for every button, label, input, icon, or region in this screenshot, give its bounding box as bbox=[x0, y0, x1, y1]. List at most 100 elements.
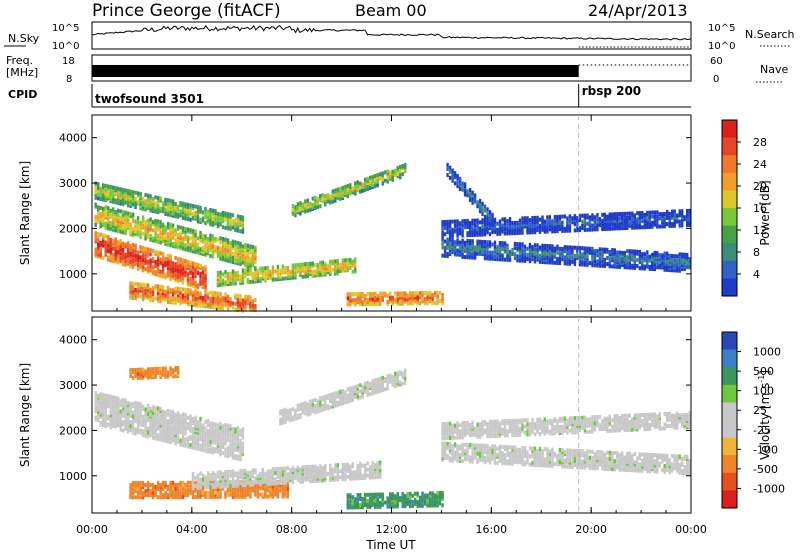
power-cell bbox=[121, 241, 125, 246]
velocity-cell bbox=[129, 407, 132, 412]
power-cell bbox=[189, 246, 192, 251]
colorbar-tick-label: 4 bbox=[753, 268, 760, 281]
velocity-cell bbox=[166, 408, 170, 413]
power-cell bbox=[538, 259, 542, 264]
power-cell bbox=[361, 182, 364, 187]
velocity-cell bbox=[209, 441, 212, 446]
velocity-cell bbox=[206, 418, 210, 423]
power-cell bbox=[159, 251, 162, 256]
power-cell bbox=[294, 205, 297, 210]
power-cell bbox=[349, 183, 352, 188]
power-cell bbox=[169, 213, 172, 218]
power-cell bbox=[311, 202, 314, 207]
velocity-cell bbox=[179, 414, 182, 418]
power-cell bbox=[112, 221, 115, 226]
power-cell bbox=[531, 255, 534, 260]
power-cell bbox=[144, 256, 147, 261]
colorbar-swatch bbox=[722, 243, 737, 262]
velocity-cell bbox=[241, 427, 245, 432]
power-cell bbox=[179, 263, 182, 268]
power-cell bbox=[199, 278, 202, 282]
power-cell bbox=[261, 266, 265, 271]
power-cell bbox=[186, 209, 190, 213]
power-cell bbox=[184, 300, 187, 304]
power-cell bbox=[463, 246, 467, 251]
power-cell bbox=[483, 208, 487, 213]
power-cell bbox=[149, 248, 152, 253]
power-cell bbox=[628, 257, 631, 262]
power-cell bbox=[204, 294, 207, 299]
power-cell bbox=[126, 215, 130, 220]
velocity-cell bbox=[107, 394, 110, 399]
power-cell bbox=[438, 299, 442, 304]
power-cell bbox=[216, 222, 220, 226]
power-cell bbox=[241, 227, 245, 232]
velocity-cell bbox=[206, 428, 210, 433]
power-cell bbox=[501, 253, 504, 258]
power-cell bbox=[249, 279, 252, 284]
velocity-cell bbox=[266, 477, 270, 482]
power-cell bbox=[448, 165, 452, 170]
power-cell bbox=[94, 249, 97, 254]
velocity-cell bbox=[124, 406, 127, 411]
power-cell bbox=[458, 229, 462, 234]
power-cell bbox=[401, 172, 404, 177]
velocity-cell bbox=[174, 412, 177, 417]
velocity-cell bbox=[281, 478, 285, 483]
power-cell bbox=[349, 187, 352, 192]
velocity-cell bbox=[239, 469, 242, 474]
power-cell bbox=[234, 226, 237, 231]
velocity-cell bbox=[304, 471, 307, 476]
power-cell bbox=[668, 253, 671, 258]
velocity-cell bbox=[321, 470, 324, 475]
velocity-cell bbox=[134, 413, 137, 418]
power-cell bbox=[236, 306, 240, 311]
velocity-cell bbox=[216, 492, 220, 497]
power-cell bbox=[446, 254, 449, 258]
power-cell bbox=[618, 262, 621, 267]
power-cell bbox=[284, 270, 287, 275]
power-cell bbox=[409, 291, 412, 296]
velocity-cell bbox=[196, 424, 200, 429]
power-cell bbox=[573, 258, 577, 262]
power-cell bbox=[633, 255, 636, 260]
power-cell bbox=[129, 254, 132, 259]
power-cell bbox=[311, 196, 314, 201]
velocity-cell bbox=[299, 469, 302, 474]
power-cell bbox=[558, 216, 562, 221]
power-cell bbox=[141, 215, 145, 220]
velocity-cell bbox=[196, 486, 200, 490]
power-cell bbox=[571, 218, 574, 223]
power-cell bbox=[107, 190, 110, 195]
velocity-cell bbox=[151, 487, 155, 492]
power-cell bbox=[616, 212, 619, 217]
power-cell bbox=[246, 280, 250, 285]
power-cell bbox=[686, 209, 689, 213]
power-cell bbox=[521, 226, 524, 231]
power-cell bbox=[663, 261, 666, 266]
power-cell bbox=[206, 237, 210, 241]
power-cell bbox=[124, 252, 127, 257]
power-cell bbox=[653, 216, 656, 221]
velocity-cell bbox=[141, 481, 145, 485]
power-cell bbox=[204, 248, 207, 253]
velocity-cell bbox=[171, 489, 175, 493]
power-cell bbox=[311, 204, 314, 209]
velocity-cell bbox=[234, 490, 237, 495]
power-cell bbox=[384, 170, 387, 175]
velocity-cell bbox=[286, 494, 290, 499]
power-cell bbox=[448, 225, 452, 230]
power-cell bbox=[251, 303, 255, 308]
velocity-cell bbox=[189, 422, 192, 427]
power-cell bbox=[478, 199, 482, 203]
velocity-cell bbox=[244, 494, 247, 499]
velocity-cell bbox=[161, 428, 165, 432]
power-cell bbox=[451, 227, 454, 232]
power-cell bbox=[117, 186, 120, 191]
power-cell bbox=[379, 172, 382, 177]
velocity-cell bbox=[184, 413, 187, 418]
power-cell bbox=[431, 297, 434, 302]
power-cell bbox=[653, 267, 656, 272]
power-cell bbox=[621, 250, 624, 255]
power-cell bbox=[144, 220, 147, 225]
